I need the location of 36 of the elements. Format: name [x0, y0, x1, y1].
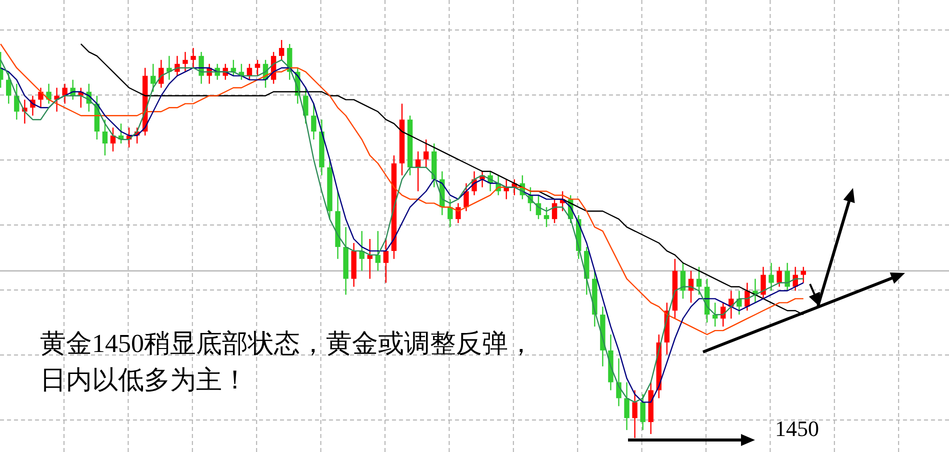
annotation: 1450 — [775, 416, 819, 441]
candlestick — [182, 51, 188, 72]
candlestick — [6, 71, 12, 104]
candlestick — [448, 198, 453, 228]
candlestick — [800, 266, 806, 284]
candlestick — [375, 230, 381, 272]
candlestick — [303, 87, 308, 124]
annotation: 黄金1450稍显底部状态，黄金或调整反弹，日内以低多为主！ — [40, 329, 534, 394]
candlestick — [768, 262, 774, 292]
candlestick — [456, 202, 461, 224]
candlestick — [62, 83, 68, 104]
candlestick — [46, 83, 52, 104]
candlestick — [640, 394, 646, 431]
candlestick — [102, 119, 108, 156]
candlestick — [150, 63, 156, 92]
candlestick — [158, 59, 164, 88]
candlestick — [254, 59, 260, 76]
candlestick — [624, 382, 630, 431]
candlestick — [190, 47, 196, 68]
candlestick — [632, 390, 638, 439]
candlestick — [423, 138, 429, 168]
candlestick — [415, 150, 421, 192]
candlestick — [278, 39, 284, 60]
candlestick — [14, 83, 20, 120]
candlestick — [784, 262, 790, 292]
candlestick — [696, 266, 702, 296]
candlestick — [464, 182, 469, 212]
candlestick — [544, 206, 550, 228]
candlestick — [38, 87, 44, 108]
candlestick — [174, 55, 180, 76]
candlestick — [54, 87, 60, 112]
candlestick — [198, 51, 204, 84]
candlestick — [383, 238, 389, 284]
candlestick — [311, 103, 316, 140]
candlestick — [776, 266, 782, 288]
candlestick — [760, 266, 766, 300]
